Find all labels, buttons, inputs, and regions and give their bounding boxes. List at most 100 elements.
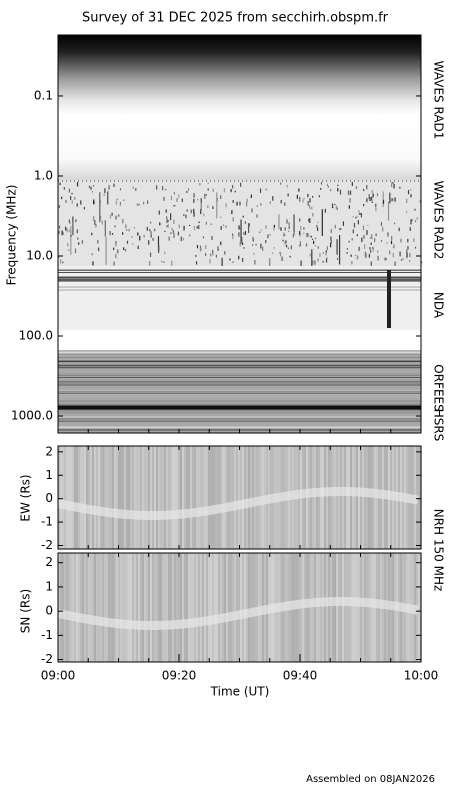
rad2-texture bbox=[303, 232, 305, 235]
rad2-texture bbox=[283, 203, 286, 206]
rad2-texture bbox=[178, 224, 180, 228]
x-tick-label: 09:40 bbox=[283, 669, 318, 683]
rad2-texture bbox=[169, 213, 172, 221]
nrh-texture bbox=[210, 553, 212, 662]
rad2-texture bbox=[259, 188, 262, 193]
rad2-texture bbox=[229, 258, 231, 261]
rad2-texture bbox=[112, 233, 114, 235]
rad2-texture bbox=[406, 198, 408, 204]
nrh-texture bbox=[108, 446, 110, 549]
nrh-texture bbox=[228, 446, 230, 549]
rad2-texture bbox=[76, 203, 78, 207]
rad2-texture bbox=[78, 242, 80, 245]
rad2-texture bbox=[252, 244, 254, 246]
nrh-texture bbox=[136, 446, 138, 549]
nrh-texture bbox=[122, 553, 124, 662]
rad2-texture bbox=[407, 238, 409, 243]
nrh-texture bbox=[92, 553, 94, 662]
rad2-texture bbox=[299, 196, 301, 202]
nrh-texture bbox=[142, 553, 144, 662]
rad2-texture bbox=[186, 209, 188, 212]
rad2-texture bbox=[209, 259, 211, 264]
rad2-texture bbox=[317, 221, 319, 223]
rad2-texture bbox=[370, 261, 372, 267]
nrh-texture bbox=[66, 553, 68, 662]
rad2-texture bbox=[101, 220, 103, 225]
nrh-texture bbox=[358, 446, 360, 549]
rad2-texture bbox=[239, 201, 241, 206]
nrh-texture bbox=[114, 446, 116, 549]
rad2-texture bbox=[136, 203, 138, 206]
rad2-texture bbox=[162, 185, 164, 191]
nrh-texture bbox=[132, 553, 134, 662]
rad2-texture bbox=[171, 227, 173, 231]
instrument-label: WAVES RAD2 bbox=[432, 181, 446, 260]
rad2-texture bbox=[377, 255, 379, 261]
rad2-texture bbox=[389, 199, 391, 202]
nrh-texture bbox=[206, 446, 208, 549]
nrh-texture bbox=[120, 553, 122, 662]
rad2-texture bbox=[62, 261, 64, 264]
rad2-texture bbox=[312, 260, 314, 265]
nrh-texture bbox=[62, 553, 64, 662]
rad2-texture bbox=[147, 200, 149, 204]
nrh-texture bbox=[336, 446, 338, 549]
rad2-texture bbox=[355, 186, 358, 189]
rad2-texture bbox=[391, 197, 393, 202]
rad2-texture bbox=[68, 188, 71, 193]
rad2-texture bbox=[149, 228, 151, 232]
nrh-texture bbox=[76, 446, 78, 549]
nrh-texture bbox=[57, 597, 419, 630]
rad2-texture bbox=[185, 214, 187, 219]
rad2-texture bbox=[368, 253, 370, 258]
nrh-texture bbox=[336, 553, 338, 662]
rad2-texture bbox=[199, 245, 202, 250]
nrh-texture bbox=[310, 553, 312, 662]
rad2-texture bbox=[358, 210, 360, 212]
rad2-texture bbox=[387, 201, 390, 221]
rad2-texture bbox=[142, 201, 145, 205]
rad2-texture bbox=[132, 186, 134, 190]
nrh-texture bbox=[190, 446, 192, 549]
rad2-texture bbox=[91, 191, 93, 193]
nrh-texture bbox=[160, 446, 162, 549]
nrh-texture bbox=[82, 553, 84, 662]
rad2-texture bbox=[389, 192, 391, 204]
nrh-texture bbox=[146, 446, 148, 549]
nrh-texture bbox=[128, 446, 130, 549]
nrh-texture bbox=[236, 553, 238, 662]
rad2-texture bbox=[362, 225, 365, 231]
rad2-texture bbox=[158, 249, 160, 254]
rad2-texture bbox=[170, 232, 172, 234]
rad2-texture bbox=[303, 198, 305, 200]
rad2-texture bbox=[119, 188, 122, 191]
rad2-texture bbox=[410, 189, 412, 191]
nrh-texture bbox=[310, 446, 312, 549]
nrh-texture bbox=[184, 553, 186, 662]
nrh-texture bbox=[112, 553, 114, 662]
rad2-texture bbox=[314, 260, 316, 265]
rad2-texture bbox=[290, 245, 292, 250]
rad2-texture bbox=[243, 247, 245, 249]
nrh-texture bbox=[360, 446, 362, 549]
nrh-texture bbox=[57, 487, 419, 520]
rad2-texture bbox=[94, 220, 96, 225]
y-axis-title: Frequency (MHz) bbox=[5, 185, 19, 286]
rad2-texture bbox=[330, 240, 333, 244]
rad2-texture bbox=[230, 188, 232, 193]
rad2-texture bbox=[414, 246, 417, 249]
nrh-texture bbox=[318, 446, 320, 549]
rad2-texture bbox=[236, 201, 238, 206]
nrh-texture bbox=[340, 446, 342, 549]
nrh-texture bbox=[350, 553, 352, 662]
nrh-texture bbox=[342, 553, 344, 662]
nrh-texture bbox=[354, 446, 356, 549]
nrh-texture bbox=[324, 446, 326, 549]
rad2-texture bbox=[374, 238, 376, 243]
nrh-texture bbox=[130, 553, 132, 662]
nrh-texture bbox=[78, 446, 80, 549]
nrh-texture bbox=[224, 446, 226, 549]
rad2-texture bbox=[280, 182, 282, 185]
nrh-texture bbox=[220, 553, 222, 662]
rad2-texture bbox=[407, 246, 409, 250]
